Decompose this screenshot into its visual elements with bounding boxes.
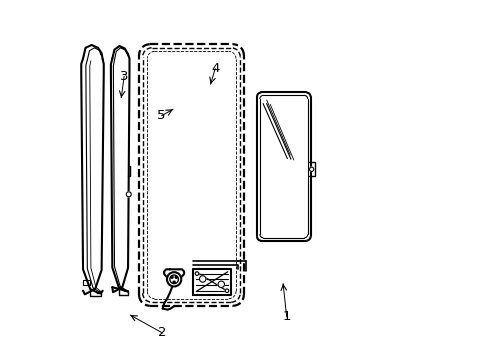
Circle shape xyxy=(166,272,181,287)
Text: 4: 4 xyxy=(211,62,219,75)
Circle shape xyxy=(218,281,224,288)
Circle shape xyxy=(126,192,131,197)
Circle shape xyxy=(309,167,313,171)
Circle shape xyxy=(171,276,173,278)
Circle shape xyxy=(195,272,198,275)
Circle shape xyxy=(169,275,178,284)
Text: 1: 1 xyxy=(282,310,290,323)
Circle shape xyxy=(173,281,175,283)
Circle shape xyxy=(199,276,205,282)
Text: 5: 5 xyxy=(157,109,165,122)
Circle shape xyxy=(175,276,177,278)
Text: 3: 3 xyxy=(120,70,128,83)
Circle shape xyxy=(225,289,228,293)
Text: 2: 2 xyxy=(158,327,166,339)
